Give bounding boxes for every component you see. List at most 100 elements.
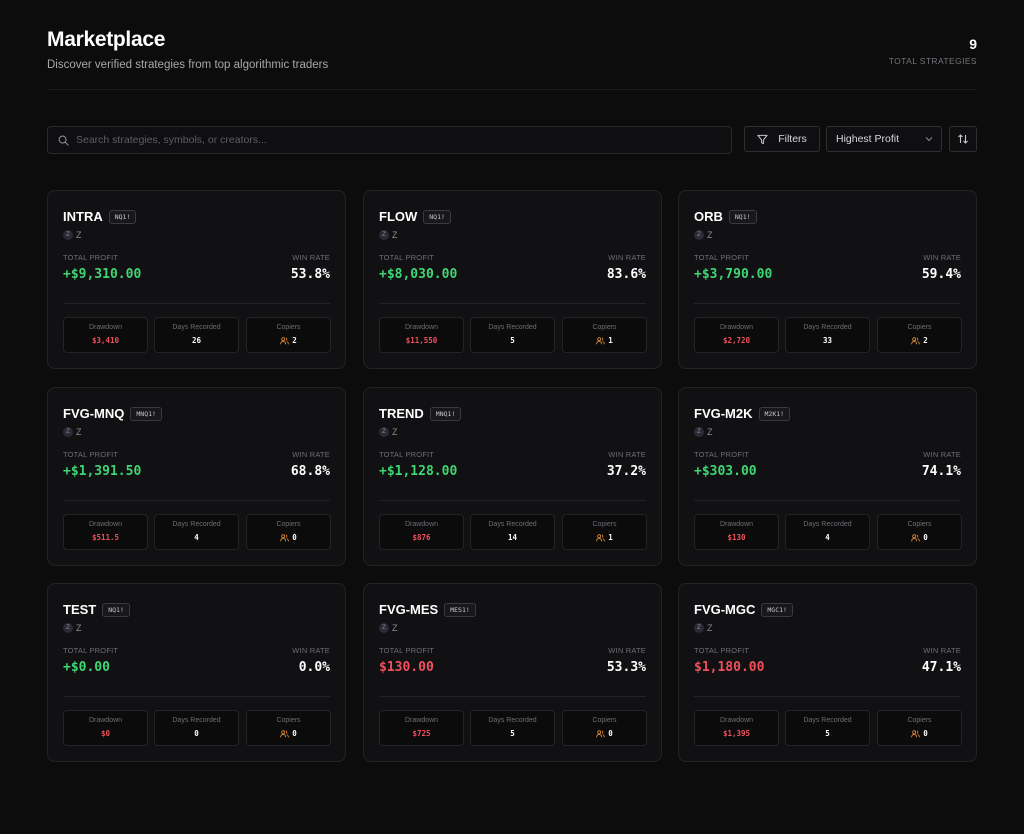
- users-icon: [911, 336, 921, 344]
- toolbar: Filters Highest Profit: [47, 126, 977, 154]
- sort-select[interactable]: Highest Profit: [826, 126, 942, 152]
- drawdown-label: Drawdown: [404, 324, 439, 331]
- strategy-card[interactable]: TEST NQ1! Z Z TOTAL PROFIT WIN RATE +$0.…: [47, 583, 346, 762]
- divider: [379, 303, 646, 304]
- total-profit-value: +$3,790.00: [694, 267, 773, 282]
- strategy-card[interactable]: ORB NQ1! Z Z TOTAL PROFIT WIN RATE +$3,7…: [678, 190, 977, 369]
- creator[interactable]: Z Z: [63, 230, 82, 240]
- symbol-badge: MNQ1!: [429, 406, 462, 421]
- total-profit-value: $130.00: [379, 660, 434, 675]
- days-recorded-label: Days Recorded: [172, 717, 221, 724]
- total-profit-label: TOTAL PROFIT: [379, 253, 435, 262]
- strategy-card[interactable]: FVG-MNQ MNQ1! Z Z TOTAL PROFIT WIN RATE …: [47, 387, 346, 566]
- symbol-badge: NQ1!: [102, 602, 130, 617]
- drawdown-label: Drawdown: [88, 717, 123, 724]
- strategy-header: TEST NQ1!: [63, 602, 130, 617]
- copiers-label: Copiers: [907, 521, 932, 528]
- symbol-badge: NQ1!: [108, 209, 137, 224]
- strategy-name: TREND: [379, 406, 424, 421]
- win-rate-value: 68.8%: [290, 464, 330, 479]
- users-icon: [911, 533, 921, 541]
- copiers-value: 0: [608, 729, 613, 738]
- search-input[interactable]: [76, 127, 716, 153]
- copiers-value-row: 0: [878, 533, 961, 542]
- days-recorded-value: 4: [825, 533, 830, 542]
- total-profit-label: TOTAL PROFIT: [63, 450, 119, 459]
- sort-order-button[interactable]: [949, 126, 977, 152]
- avatar: Z: [694, 427, 704, 437]
- strategy-card[interactable]: FVG-MGC MGC1! Z Z TOTAL PROFIT WIN RATE …: [678, 583, 977, 762]
- sort-select-value: Highest Profit: [836, 133, 900, 145]
- days-recorded-metric: Days Recorded 4: [154, 514, 239, 550]
- copiers-value: 0: [292, 729, 297, 738]
- win-rate-value: 74.1%: [921, 464, 961, 479]
- copiers-label: Copiers: [592, 521, 617, 528]
- symbol-badge: MGC1!: [761, 602, 793, 617]
- days-recorded-value: 0: [194, 729, 199, 738]
- copiers-metric: Copiers 0: [246, 710, 331, 746]
- creator-name: Z: [392, 427, 398, 437]
- creator[interactable]: Z Z: [379, 230, 398, 240]
- win-rate-value: 59.4%: [921, 267, 961, 282]
- creator[interactable]: Z Z: [694, 427, 713, 437]
- avatar: Z: [694, 623, 704, 633]
- strategy-card[interactable]: TREND MNQ1! Z Z TOTAL PROFIT WIN RATE +$…: [363, 387, 662, 566]
- days-recorded-metric: Days Recorded 0: [154, 710, 239, 746]
- days-recorded-value: 5: [510, 336, 515, 345]
- win-rate-label: WIN RATE: [923, 450, 961, 459]
- strategy-card[interactable]: FVG-MES MES1! Z Z TOTAL PROFIT WIN RATE …: [363, 583, 662, 762]
- drawdown-label: Drawdown: [719, 324, 754, 331]
- strategy-card[interactable]: FLOW NQ1! Z Z TOTAL PROFIT WIN RATE +$8,…: [363, 190, 662, 369]
- search-box[interactable]: [47, 126, 732, 154]
- divider: [694, 500, 961, 501]
- creator[interactable]: Z Z: [63, 427, 82, 437]
- win-rate-label: WIN RATE: [608, 253, 646, 262]
- total-profit-value: +$1,391.50: [63, 464, 142, 479]
- drawdown-label: Drawdown: [88, 521, 123, 528]
- drawdown-value: $876: [412, 533, 431, 542]
- divider: [63, 303, 330, 304]
- win-rate-value: 53.3%: [606, 660, 646, 675]
- days-recorded-label: Days Recorded: [172, 324, 221, 331]
- drawdown-value: $511.5: [91, 533, 120, 542]
- chevron-down-icon: [925, 137, 933, 142]
- win-rate-label: WIN RATE: [608, 450, 646, 459]
- creator[interactable]: Z Z: [379, 623, 398, 633]
- strategy-card[interactable]: FVG-M2K M2K1! Z Z TOTAL PROFIT WIN RATE …: [678, 387, 977, 566]
- avatar: Z: [63, 230, 73, 240]
- win-rate-label: WIN RATE: [608, 646, 646, 655]
- strategy-card[interactable]: INTRA NQ1! Z Z TOTAL PROFIT WIN RATE +$9…: [47, 190, 346, 369]
- creator[interactable]: Z Z: [63, 623, 82, 633]
- avatar: Z: [379, 230, 389, 240]
- symbol-badge: M2K1!: [758, 406, 791, 421]
- drawdown-value: $11,550: [405, 336, 438, 345]
- creator[interactable]: Z Z: [379, 427, 398, 437]
- strategy-name: FLOW: [379, 209, 418, 224]
- win-rate-value: 47.1%: [921, 660, 961, 675]
- symbol-badge: MNQ1!: [130, 406, 162, 421]
- total-profit-label: TOTAL PROFIT: [63, 646, 119, 655]
- drawdown-value: $2,720: [722, 336, 751, 345]
- creator[interactable]: Z Z: [694, 230, 713, 240]
- copiers-value-row: 0: [247, 533, 330, 542]
- days-recorded-value: 33: [822, 336, 833, 345]
- total-profit-label: TOTAL PROFIT: [379, 646, 435, 655]
- copiers-value: 1: [608, 336, 613, 345]
- win-rate-label: WIN RATE: [292, 646, 330, 655]
- divider: [63, 500, 330, 501]
- total-profit-label: TOTAL PROFIT: [694, 253, 750, 262]
- page-subtitle: Discover verified strategies from top al…: [47, 59, 329, 71]
- users-icon: [596, 336, 606, 344]
- drawdown-value: $130: [727, 533, 746, 542]
- drawdown-value: $725: [412, 729, 431, 738]
- copiers-metric: Copiers 0: [246, 514, 331, 550]
- days-recorded-metric: Days Recorded 5: [470, 710, 555, 746]
- filters-button[interactable]: Filters: [744, 126, 820, 152]
- total-strategies-stat: 9 TOTAL STRATEGIES: [889, 36, 977, 66]
- copiers-value: 2: [923, 336, 928, 345]
- creator-name: Z: [707, 427, 713, 437]
- users-icon: [911, 729, 921, 737]
- creator[interactable]: Z Z: [694, 623, 713, 633]
- copiers-value: 0: [923, 533, 928, 542]
- strategy-header: INTRA NQ1!: [63, 209, 137, 224]
